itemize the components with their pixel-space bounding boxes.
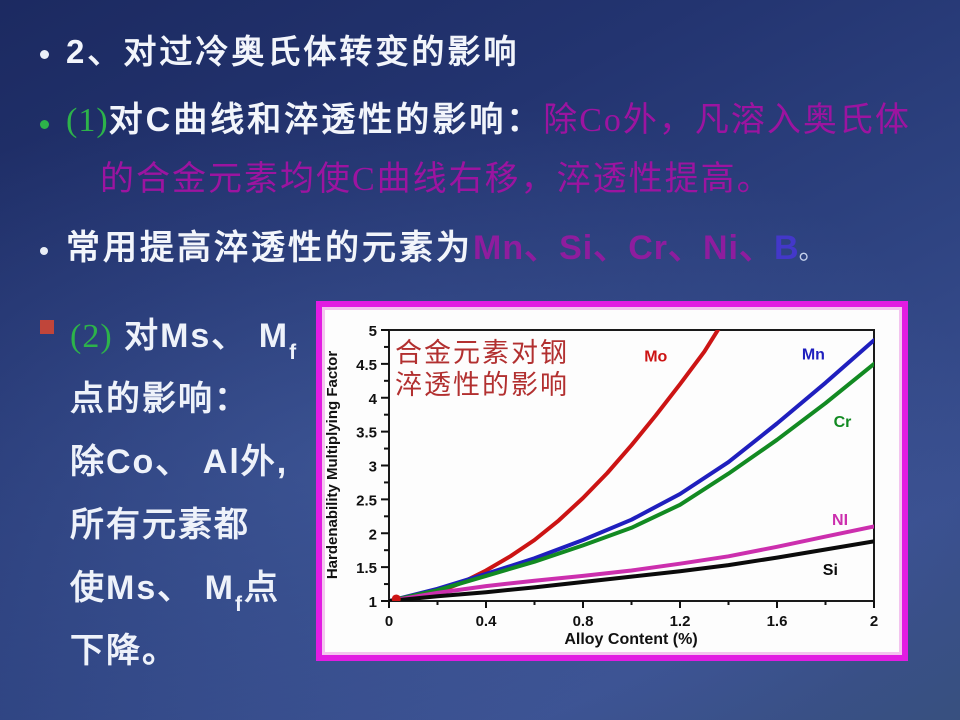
bullet4-number: (2) [70, 318, 113, 355]
bullet2-number: (1) [66, 102, 109, 139]
x-tick-label: 0 [385, 613, 393, 630]
x-tick-label: 0.4 [476, 613, 498, 630]
y-tick-label: 4.5 [356, 357, 377, 374]
y-tick-label: 5 [369, 323, 377, 340]
origin-marker [391, 594, 401, 601]
mf-subscript: f [235, 592, 245, 616]
bullet4-line1-text: 对Ms、 M [112, 317, 290, 355]
bullet-dot-icon [40, 120, 49, 129]
series-label-mo: Mo [644, 349, 667, 366]
bullet4-line-6: 下降。 [70, 632, 178, 670]
bullet-item-2: (1)对C曲线和淬透性的影响：除Co外，凡溶入奥氏体 [38, 100, 911, 142]
chart-title-line1: 合金元素对钢 [395, 338, 569, 368]
bullet4-line-1: (2) 对Ms、 Mf [38, 308, 324, 371]
bullet-dot-icon [40, 50, 49, 59]
series-group [389, 330, 874, 601]
y-tick-label: 3 [369, 459, 377, 476]
x-tick-label: 1.6 [767, 613, 788, 630]
bullet-item-1: 2、对过冷奥氏体转变的影响 [38, 32, 519, 72]
x-tick-label: 0.8 [573, 613, 594, 630]
bullet3-period: 。 [798, 235, 825, 265]
bullet-item-3: 常用提高淬透性的元素为Mn、Si、Cr、Ni、B。 [38, 228, 825, 269]
bullet3-text: 常用提高淬透性的元素为Mn、Si、Cr、Ni、B。 [66, 228, 825, 269]
bullet2-head: 对C曲线和淬透性的影响： [108, 101, 544, 139]
bullet3-head: 常用提高淬透性的元素为 [66, 229, 473, 267]
chart-canvas: 合金元素对钢 淬透性的影响 Hardenability Multiplying … [324, 323, 878, 648]
x-tick-label: 2 [870, 613, 878, 630]
bullet4-line-3: 除Co、 Al外, [70, 443, 289, 481]
y-tick-label: 2 [369, 526, 377, 543]
series-label-mn: Mn [802, 347, 825, 364]
bullet-item-4: (2) 对Ms、 Mf 点的影响： 除Co、 Al外, 所有元素都 使Ms、 M… [38, 308, 324, 686]
chart-title-line2: 淬透性的影响 [395, 370, 569, 400]
bullet2-emphasis-2: 的合金元素均使C曲线右移，淬透性提高。 [100, 161, 773, 198]
bullet4-line5-tail: 点 [244, 569, 281, 607]
bullet4-line-4: 所有元素都 [70, 506, 250, 544]
bullet4-line5-text: 使Ms、 M [70, 569, 235, 607]
series-line-cr [389, 361, 874, 601]
bullet4-line-2: 点的影响： [70, 380, 250, 418]
y-tick-label: 2.5 [356, 492, 377, 509]
bullet3-elements: Mn、Si、Cr、Ni、 [473, 229, 774, 267]
bullet-dot-icon [40, 247, 48, 255]
series-label-ni: NI [832, 512, 848, 529]
hardenability-chart-figure: 合金元素对钢 淬透性的影响 Hardenability Multiplying … [316, 301, 908, 661]
y-axis-label: Hardenability Multiplying Factor [324, 351, 341, 580]
series-label-si: Si [823, 562, 838, 579]
mf-subscript: f [289, 340, 299, 364]
y-tick-label: 4 [369, 391, 378, 408]
y-tick-label: 3.5 [356, 425, 377, 442]
y-tick-label: 1 [369, 594, 377, 611]
series-line-ni [389, 524, 874, 601]
series-line-si [389, 539, 874, 601]
bullet4-line-5: 使Ms、 Mf点 [38, 560, 324, 623]
x-axis-label: Alloy Content (%) [564, 631, 697, 648]
x-tick-label: 1.2 [670, 613, 691, 630]
bullet1-text: 2、对过冷奥氏体转变的影响 [66, 33, 520, 70]
bullet2-line1: (1)对C曲线和淬透性的影响：除Co外，凡溶入奥氏体 [66, 100, 911, 142]
bullet-dot-red-icon [40, 320, 54, 334]
bullet2-emphasis-1: 除Co外，凡溶入奥氏体 [543, 102, 911, 139]
y-tick-label: 1.5 [356, 560, 377, 577]
bullet3-element-b: B [774, 229, 799, 267]
series-label-cr: Cr [834, 414, 852, 431]
